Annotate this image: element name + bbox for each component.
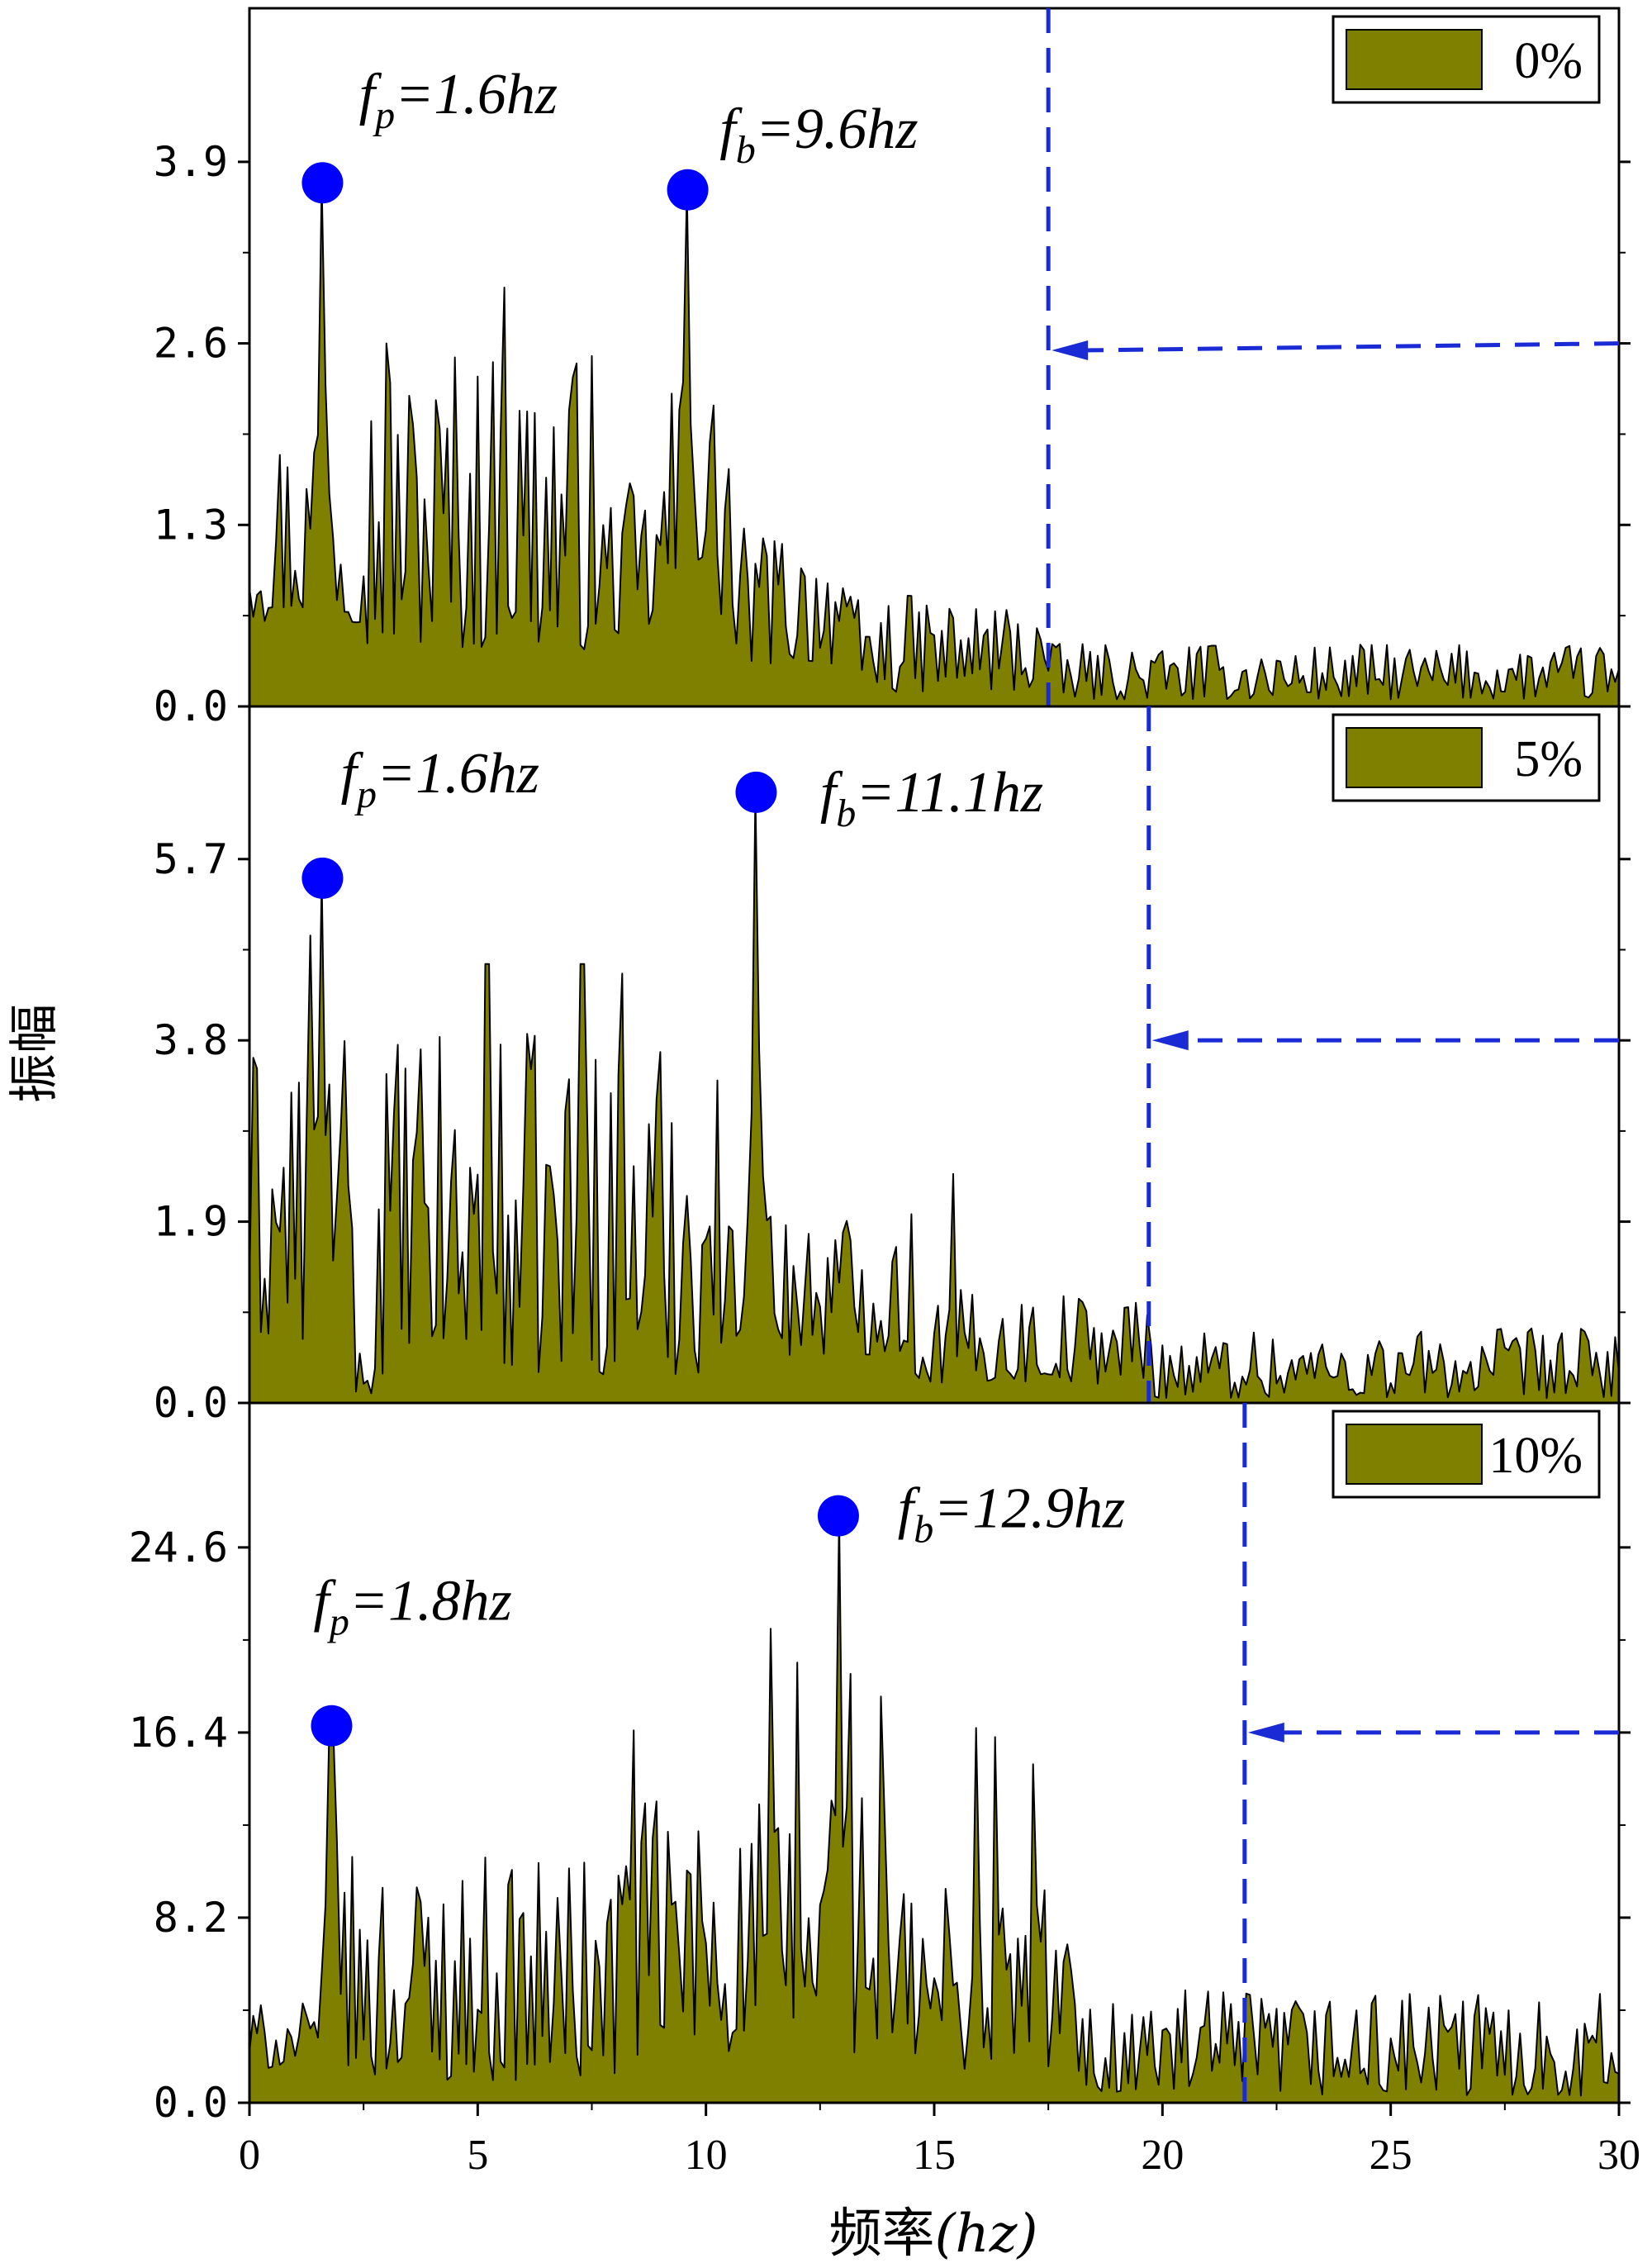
- peak-marker: [817, 1495, 859, 1537]
- x-tick-label: 30: [1597, 2132, 1640, 2179]
- peak-label-sub: b: [914, 1507, 933, 1551]
- x-axis-title: 频率(hz): [829, 2204, 1038, 2265]
- peak-label-value: =1.6hz: [377, 742, 539, 806]
- cutoff-arrowhead: [1051, 340, 1089, 361]
- y-tick-label: 0.0: [154, 1379, 228, 1427]
- spectrum-area: [249, 791, 1620, 1404]
- y-tick-label: 1.3: [154, 501, 228, 549]
- y-tick-label: 5.7: [154, 835, 228, 883]
- peak-label: fp=1.6hz: [341, 742, 539, 816]
- legend-swatch: [1346, 1424, 1483, 1485]
- peak-label-value: =9.6hz: [756, 97, 919, 161]
- peak-label-value: =1.8hz: [349, 1569, 512, 1633]
- cutoff-arrowhead: [1247, 1722, 1284, 1743]
- x-tick-label: 5: [467, 2132, 488, 2179]
- spectrum-area: [249, 1514, 1620, 2104]
- peak-marker: [301, 857, 344, 899]
- y-tick-label: 2.6: [154, 320, 228, 368]
- peak-label: fp=1.8hz: [313, 1569, 511, 1643]
- x-tick-label: 25: [1370, 2132, 1412, 2179]
- peak-label-sub: b: [836, 792, 856, 835]
- peak-label: fb=9.6hz: [719, 97, 918, 172]
- y-tick-label: 1.9: [154, 1198, 228, 1246]
- legend-label: 0%: [1514, 33, 1583, 89]
- panel-2: 0.0 8.2 16.4 24.6 fp=1.8hz fb=12.9hz 10%: [129, 1401, 1631, 2127]
- chart-panels: 0.0 1.3 2.6 3.9 fp=1.6hz fb=9.6hz 0% 0.0 1.9 3.8 5…: [129, 7, 1631, 2127]
- y-tick-label: 3.9: [154, 138, 228, 186]
- peak-label: fb=11.1hz: [820, 761, 1043, 835]
- spectrum-area: [249, 182, 1620, 707]
- x-tick-label: 15: [913, 2132, 956, 2179]
- peak-label-value: =12.9hz: [933, 1476, 1125, 1540]
- y-tick-label: 3.8: [154, 1016, 228, 1064]
- x-axis: 0 5 10 15 20 25 30: [239, 2103, 1640, 2179]
- peak-label-sub: p: [354, 773, 377, 816]
- peak-label: fb=12.9hz: [898, 1476, 1125, 1551]
- y-axis-title: 振幅: [6, 1004, 64, 1103]
- panel-0: 0.0 1.3 2.6 3.9 fp=1.6hz fb=9.6hz 0%: [154, 7, 1631, 730]
- peak-label-sub: b: [736, 128, 756, 172]
- y-tick-label: 24.6: [129, 1524, 228, 1571]
- y-tick-label: 0.0: [154, 682, 228, 730]
- legend-swatch: [1346, 727, 1483, 788]
- y-tick-label: 0.0: [154, 2079, 228, 2127]
- x-axis-title-unit: (hz): [935, 2204, 1038, 2265]
- y-tick-label: 16.4: [129, 1709, 228, 1757]
- y-tick-label: 8.2: [154, 1894, 228, 1942]
- x-axis-title-main: 频率: [829, 2204, 935, 2265]
- peak-marker: [311, 1705, 353, 1747]
- legend-label: 10%: [1488, 1428, 1583, 1484]
- peak-label: fp=1.6hz: [359, 63, 558, 137]
- peak-marker: [735, 771, 777, 813]
- peak-label-value: =11.1hz: [856, 761, 1043, 825]
- peak-label-sub: p: [373, 93, 395, 137]
- cutoff-arrow-line: [1081, 341, 1620, 353]
- peak-marker: [667, 169, 709, 211]
- panel-1: 0.0 1.9 3.8 5.7 fp=1.6hz fb=11.1hz 5%: [154, 705, 1631, 1427]
- legend-swatch: [1346, 29, 1483, 90]
- peak-label-sub: p: [327, 1600, 349, 1643]
- x-tick-label: 20: [1141, 2132, 1184, 2179]
- legend-label: 5%: [1514, 731, 1583, 787]
- peak-marker: [301, 162, 344, 204]
- cutoff-arrowhead: [1151, 1030, 1189, 1051]
- x-tick-label: 10: [685, 2132, 728, 2179]
- x-tick-label: 0: [239, 2132, 260, 2179]
- peak-label-value: =1.6hz: [395, 63, 558, 126]
